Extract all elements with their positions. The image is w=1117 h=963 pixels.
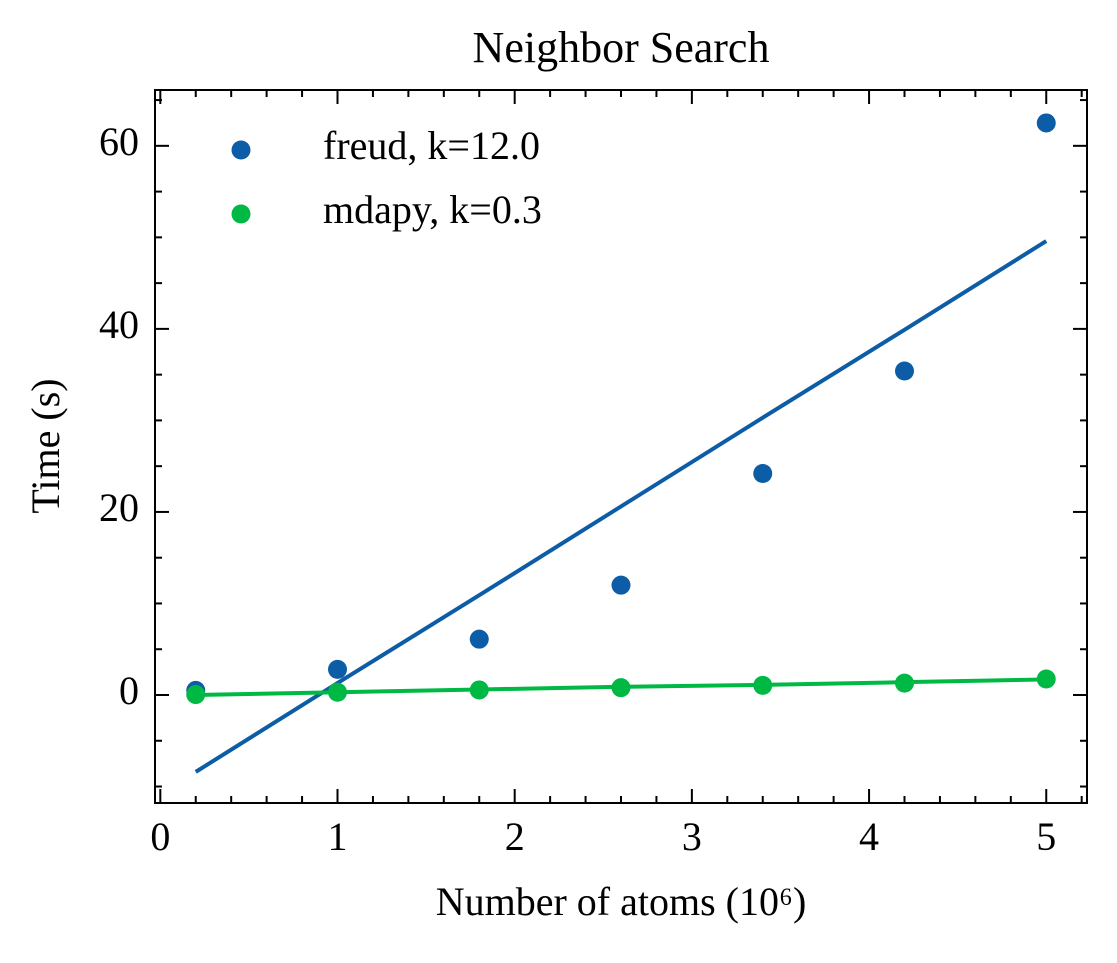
- point: [753, 464, 773, 484]
- point: [1036, 669, 1056, 689]
- y-tick-label: 60: [99, 119, 139, 164]
- x-tick-label: 1: [328, 814, 348, 859]
- point: [328, 682, 348, 702]
- point: [611, 575, 631, 595]
- x-tick-label: 3: [682, 814, 702, 859]
- legend-marker: [231, 140, 251, 160]
- point: [469, 629, 489, 649]
- point: [328, 659, 348, 679]
- legend-label: mdapy, k=0.3: [323, 187, 542, 232]
- x-tick-label: 2: [505, 814, 525, 859]
- y-tick-label: 40: [99, 302, 139, 347]
- point: [894, 673, 914, 693]
- x-axis-label: Number of atoms (10⁶): [436, 879, 807, 924]
- point: [611, 678, 631, 698]
- y-axis-label: Time (s): [23, 378, 68, 513]
- legend-label: freud, k=12.0: [323, 123, 540, 168]
- point: [469, 680, 489, 700]
- point: [894, 361, 914, 381]
- x-tick-label: 0: [150, 814, 170, 859]
- legend-marker: [231, 204, 251, 224]
- point: [753, 675, 773, 695]
- chart-title: Neighbor Search: [473, 23, 770, 72]
- y-tick-label: 0: [119, 668, 139, 713]
- point: [186, 685, 206, 705]
- x-tick-label: 5: [1036, 814, 1056, 859]
- x-tick-label: 4: [859, 814, 879, 859]
- point: [1036, 113, 1056, 133]
- y-tick-label: 20: [99, 485, 139, 530]
